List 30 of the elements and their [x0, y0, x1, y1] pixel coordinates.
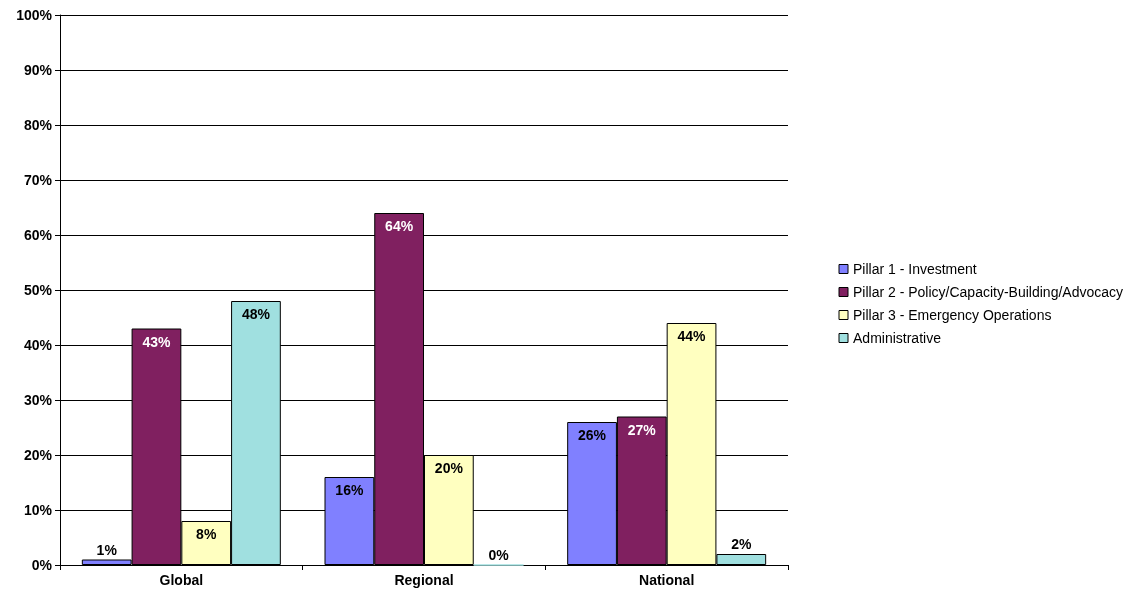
y-tick-label: 0%	[31, 557, 53, 573]
data-label: 8%	[196, 526, 217, 542]
legend-label: Pillar 1 - Investment	[853, 261, 977, 277]
x-tick-label: National	[639, 572, 695, 588]
y-tick-label: 30%	[23, 392, 53, 408]
x-tick-label: Regional	[394, 572, 454, 588]
data-label: 48%	[241, 306, 271, 322]
data-label: 26%	[578, 427, 607, 443]
data-label: 27%	[627, 421, 657, 438]
y-tick-label: 90%	[23, 62, 53, 78]
y-tick-label: 10%	[23, 502, 53, 518]
y-tick-label: 100%	[16, 7, 53, 23]
data-label: 2%	[731, 536, 752, 552]
legend-label: Pillar 3 - Emergency Operations	[853, 307, 1052, 323]
data-label: 1%	[96, 541, 118, 558]
data-label: 16%	[335, 482, 364, 498]
data-label: 20%	[434, 460, 464, 476]
data-label: 44%	[677, 328, 707, 344]
x-tick-label: Global	[159, 572, 204, 588]
y-tick-label: 50%	[23, 282, 53, 298]
data-label: 0%	[488, 546, 510, 563]
y-tick-label: 60%	[23, 227, 53, 243]
y-tick-label: 70%	[23, 172, 53, 188]
data-label: 43%	[142, 333, 172, 350]
y-tick-label: 80%	[23, 117, 53, 133]
y-tick-label: 20%	[23, 447, 53, 463]
legend-label: Administrative	[853, 330, 942, 346]
y-tick-label: 40%	[23, 337, 53, 353]
data-label: 64%	[385, 218, 414, 234]
legend-label: Pillar 2 - Policy/Capacity-Building/Advocacy	[853, 284, 1123, 300]
